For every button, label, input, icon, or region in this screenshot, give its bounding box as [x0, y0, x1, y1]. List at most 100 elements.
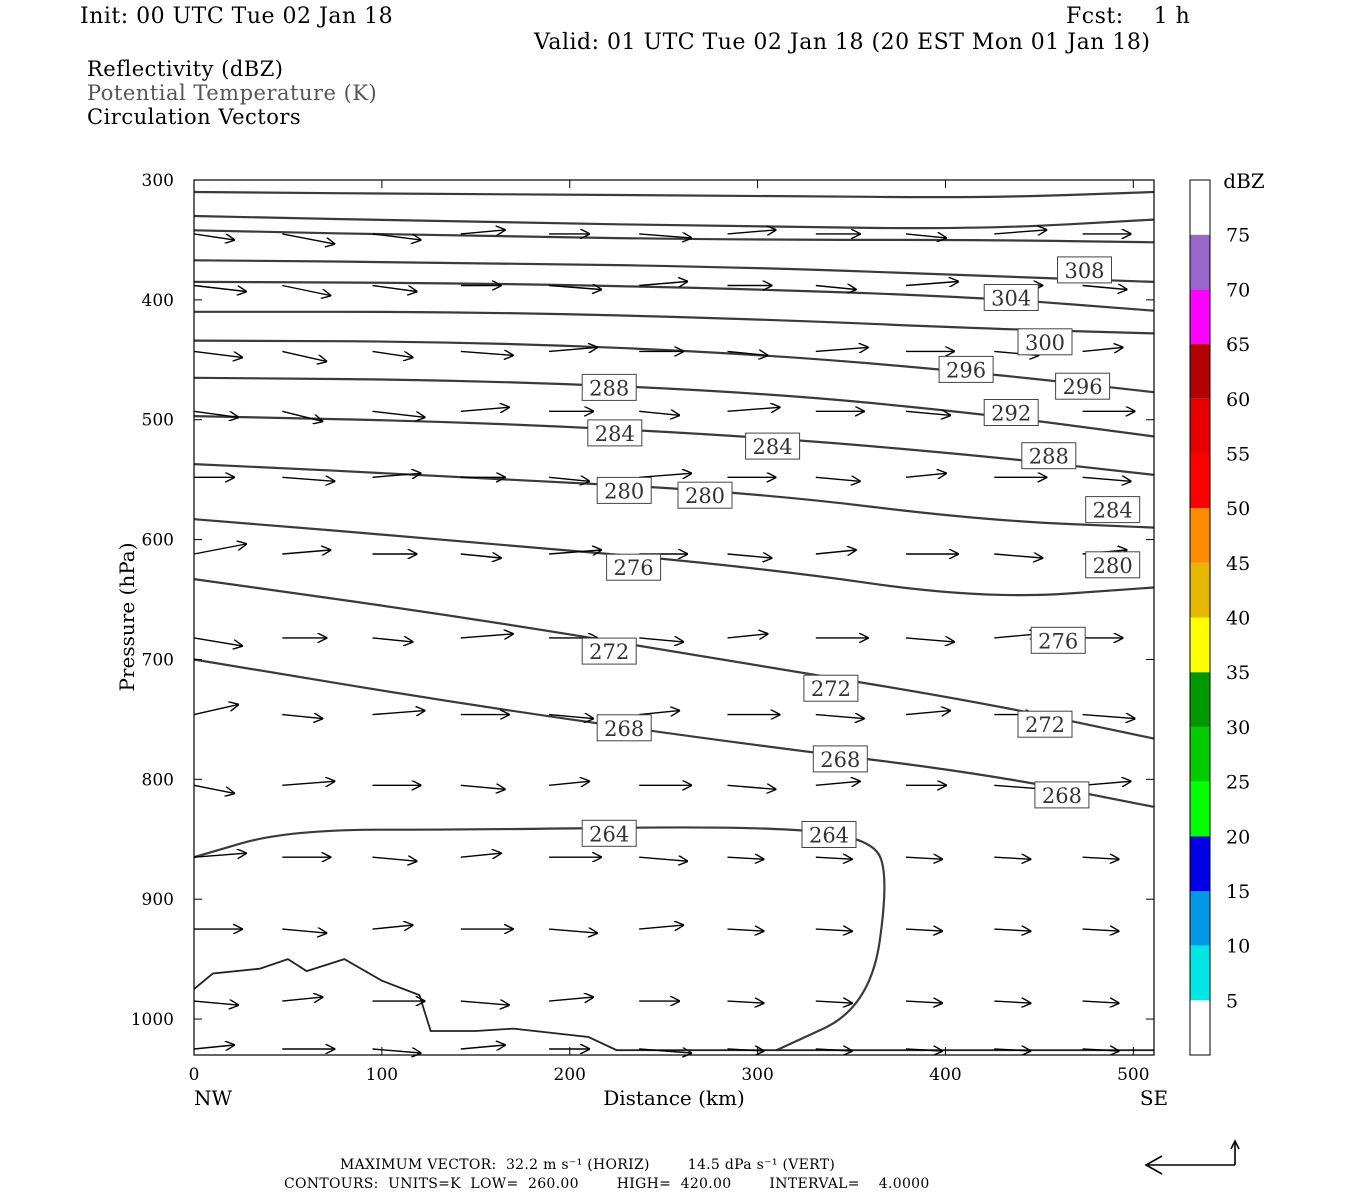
contour-label: 288 — [1021, 442, 1077, 470]
contour-label: 280 — [596, 476, 652, 504]
colorbar-tick-label: 65 — [1226, 334, 1250, 356]
circulation-vector — [460, 785, 505, 789]
circulation-vector — [193, 544, 246, 555]
circulation-vector — [282, 350, 326, 361]
circulation-vector — [639, 234, 691, 238]
circulation-vector — [549, 929, 597, 933]
contour-label: 284 — [745, 432, 801, 460]
x-axis-title: Distance (km) — [603, 1086, 745, 1110]
circulation-vector — [639, 411, 679, 415]
contour-label: 284 — [587, 419, 643, 447]
contour-label: 284 — [1085, 496, 1141, 524]
contour-label: 296 — [1055, 372, 1111, 400]
colorbar-segment — [1190, 289, 1210, 345]
circulation-vector — [815, 550, 856, 554]
circulation-vector — [639, 857, 687, 861]
contour-label-text: 272 — [1025, 713, 1065, 737]
nw-label: NW — [194, 1086, 233, 1110]
circulation-vector — [994, 230, 1046, 234]
isentrope-308 — [193, 280, 1155, 312]
colorbar-segment — [1190, 836, 1210, 891]
circulation-vector — [1082, 477, 1131, 481]
contour-label: 276 — [606, 553, 662, 581]
circulation-vector — [639, 473, 691, 477]
circulation-vector — [282, 715, 322, 719]
circulation-vector — [193, 637, 242, 646]
contour-label-text: 268 — [820, 748, 860, 772]
contour-label: 264 — [801, 821, 857, 848]
colorbar-segment — [1190, 562, 1210, 618]
circulation-vector — [549, 550, 601, 554]
contour-label: 276 — [1030, 626, 1086, 654]
contour-label-text: 280 — [604, 479, 644, 503]
contour-label: 272 — [581, 637, 637, 665]
circulation-vector — [282, 997, 322, 1001]
circulation-vector — [282, 929, 326, 933]
colorbar-tick-label: 40 — [1226, 608, 1250, 630]
contour-label-text: 276 — [1038, 629, 1078, 653]
circulation-vector — [549, 781, 589, 785]
circulation-vector — [1082, 715, 1135, 719]
x-tick-label: 200 — [554, 1065, 586, 1085]
contour-label-text: 268 — [604, 717, 644, 741]
circulation-vector — [727, 351, 768, 355]
x-tick-label: 0 — [189, 1065, 200, 1085]
isentrope-272 — [193, 826, 886, 1052]
contour-label-text: 288 — [589, 376, 629, 400]
circulation-vector — [460, 351, 513, 355]
circulation-vector — [372, 711, 425, 715]
isentrope-288 — [193, 463, 1155, 529]
contour-label-text: 276 — [614, 556, 654, 580]
colorbar-segment — [1190, 945, 1210, 1001]
circulation-vector — [372, 233, 421, 240]
colorbar-segment — [1190, 234, 1210, 290]
circulation-vector — [815, 715, 864, 719]
contour-label: 280 — [1085, 551, 1141, 579]
circulation-vector — [549, 347, 597, 351]
colorbar-segment — [1190, 781, 1210, 837]
contour-label-text: 284 — [753, 435, 793, 459]
contour-label-text: 264 — [809, 824, 849, 848]
colorbar-segment — [1190, 344, 1210, 399]
contour-label-text: 292 — [991, 402, 1031, 426]
circulation-vector — [193, 233, 234, 240]
x-tick-label: 400 — [929, 1065, 961, 1085]
circulation-vector — [639, 638, 683, 642]
circulation-vector — [905, 473, 946, 477]
contour-label-text: 280 — [1093, 554, 1133, 578]
circulation-vector — [193, 784, 234, 793]
circulation-vector — [282, 477, 334, 481]
circulation-vector — [193, 1045, 234, 1049]
contour-label: 300 — [1017, 328, 1073, 356]
y-tick-label: 300 — [142, 171, 174, 191]
contour-label: 308 — [1057, 256, 1112, 284]
circulation-vector — [460, 1045, 505, 1049]
circulation-vector — [727, 1001, 764, 1003]
contour-label: 272 — [1017, 710, 1073, 738]
circulation-vector — [994, 1001, 1030, 1003]
circulation-vector — [549, 715, 593, 719]
isentrope-300 — [193, 339, 1155, 394]
circulation-vector — [905, 857, 942, 859]
circulation-vector — [282, 781, 334, 785]
circulation-vector — [639, 925, 683, 929]
colorbar-tick-label: 60 — [1226, 389, 1250, 411]
circulation-vector — [193, 410, 238, 417]
contour-label-text: 280 — [685, 484, 725, 508]
contour-label-text: 268 — [1042, 784, 1082, 808]
colorbar-tick-label: 55 — [1226, 443, 1250, 465]
contour-label-text: 296 — [1063, 375, 1103, 399]
circulation-vector — [372, 857, 417, 861]
circulation-vector — [372, 638, 413, 642]
circulation-vector — [727, 785, 776, 789]
circulation-vector — [282, 284, 330, 296]
circulation-vector — [193, 350, 242, 357]
isentrope-296 — [193, 376, 1155, 438]
isentrope-284 — [193, 518, 1155, 597]
circulation-vector — [372, 925, 413, 929]
contour-label: 304 — [983, 284, 1039, 311]
circulation-vector — [460, 407, 509, 411]
max-vector-note: MAXIMUM VECTOR: 32.2 m s⁻¹ (HORIZ) 14.5 … — [340, 1157, 836, 1173]
circulation-vector — [905, 1049, 942, 1051]
legend-reflectivity: Reflectivity (dBZ) — [87, 57, 284, 81]
